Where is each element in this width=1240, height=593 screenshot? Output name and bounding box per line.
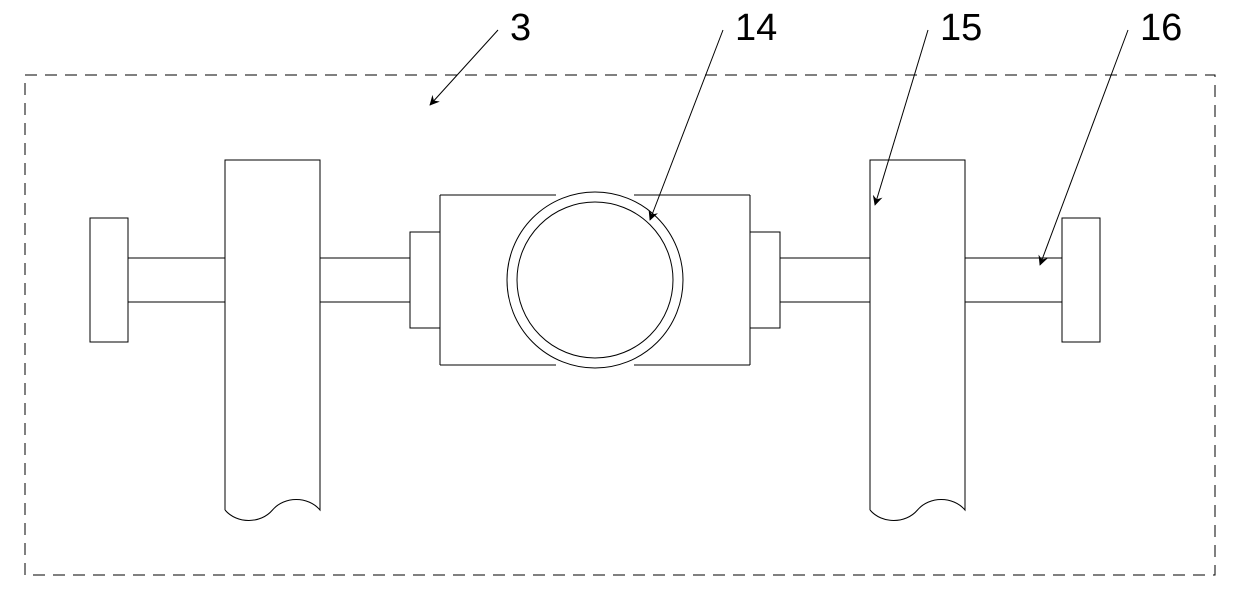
technical-diagram: 3 14 15 16 <box>0 0 1240 593</box>
svg-text:16: 16 <box>1140 7 1182 49</box>
svg-text:3: 3 <box>510 7 531 49</box>
svg-text:15: 15 <box>940 7 982 49</box>
svg-text:14: 14 <box>735 7 777 49</box>
